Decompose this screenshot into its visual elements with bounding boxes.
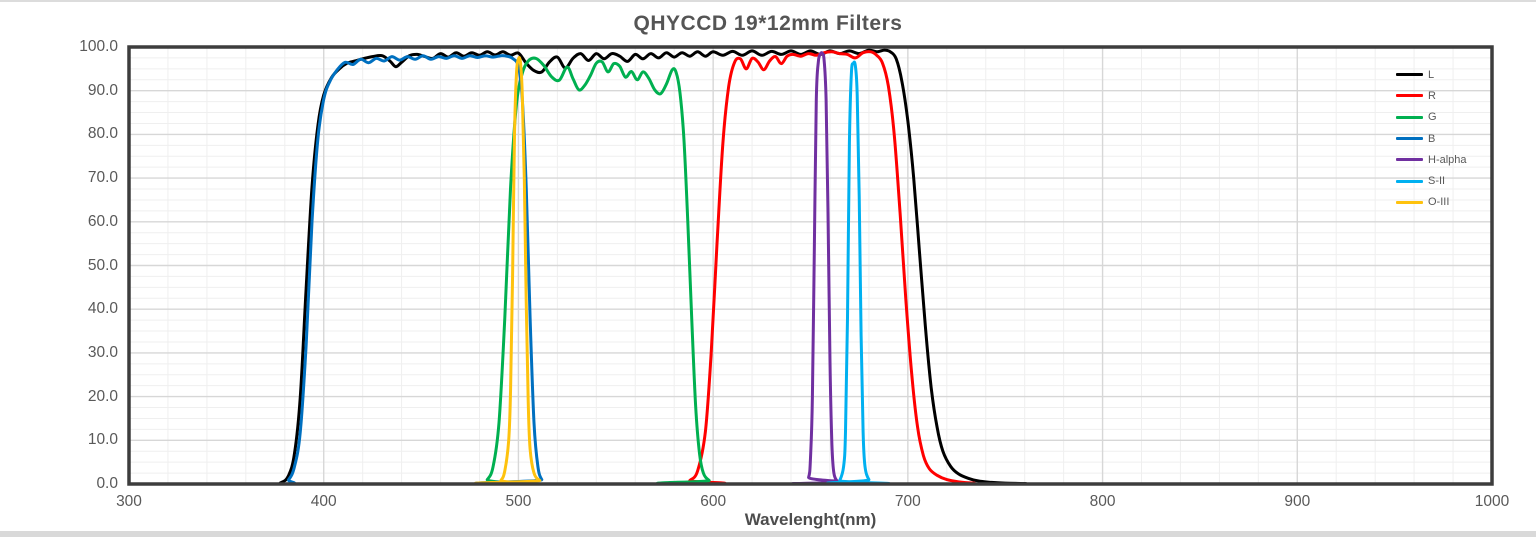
legend-item-R: R — [1396, 85, 1467, 106]
y-tick-label: 20.0 — [87, 387, 118, 405]
y-tick-label: 70.0 — [87, 169, 118, 187]
series-line-L — [127, 48, 1494, 486]
series-line-H-alpha — [127, 51, 1494, 486]
legend-label: L — [1428, 68, 1435, 81]
legend-swatch — [1396, 73, 1423, 77]
x-tick-label: 600 — [700, 493, 727, 510]
plot-frame — [127, 45, 1494, 486]
y-tick-label: 10.0 — [87, 431, 118, 449]
x-axis-title: Wavelenght(nm) — [744, 510, 877, 529]
chart-title: QHYCCD 19*12mm Filters — [633, 12, 903, 35]
y-tick-label: 60.0 — [87, 212, 118, 230]
legend-item-O-III: O-III — [1396, 192, 1467, 213]
top-edge-divider — [0, 0, 1536, 2]
legend: L R G B H-alpha S-II O-III — [1396, 64, 1467, 213]
legend-swatch — [1396, 115, 1423, 119]
legend-item-S-II: S-II — [1396, 170, 1467, 191]
legend-item-B: B — [1396, 128, 1467, 149]
legend-swatch — [1396, 200, 1423, 204]
legend-swatch — [1396, 137, 1423, 141]
y-tick-label: 40.0 — [87, 300, 118, 318]
series-line-G — [127, 56, 1494, 486]
legend-label: S-II — [1428, 175, 1446, 188]
legend-label: G — [1428, 111, 1437, 124]
y-tick-label: 90.0 — [87, 81, 118, 99]
legend-label: R — [1428, 89, 1436, 102]
legend-swatch — [1396, 158, 1423, 162]
legend-item-G: G — [1396, 107, 1467, 128]
y-tick-label: 0.0 — [96, 475, 118, 492]
x-tick-label: 800 — [1089, 493, 1116, 510]
y-tick-label: 30.0 — [87, 343, 118, 361]
x-tick-label: 700 — [894, 493, 921, 510]
legend-swatch — [1396, 94, 1423, 98]
series-line-R — [127, 50, 1494, 486]
x-tick-label: 900 — [1284, 493, 1311, 510]
y-tick-label: 100.0 — [79, 38, 118, 55]
legend-label: H-alpha — [1428, 153, 1467, 166]
series-line-B — [127, 54, 1494, 486]
legend-swatch — [1396, 179, 1423, 183]
y-tick-label: 50.0 — [87, 256, 118, 274]
legend-label: B — [1428, 132, 1436, 145]
x-tick-label: 300 — [116, 493, 142, 510]
y-tick-label: 80.0 — [87, 125, 118, 143]
bottom-edge-divider — [0, 531, 1536, 537]
legend-label: O-III — [1428, 196, 1450, 209]
x-tick-label: 500 — [505, 493, 532, 510]
legend-item-H-alpha: H-alpha — [1396, 149, 1467, 170]
x-tick-label: 400 — [310, 493, 337, 510]
x-tick-label: 1000 — [1474, 493, 1510, 510]
legend-item-L: L — [1396, 64, 1467, 85]
